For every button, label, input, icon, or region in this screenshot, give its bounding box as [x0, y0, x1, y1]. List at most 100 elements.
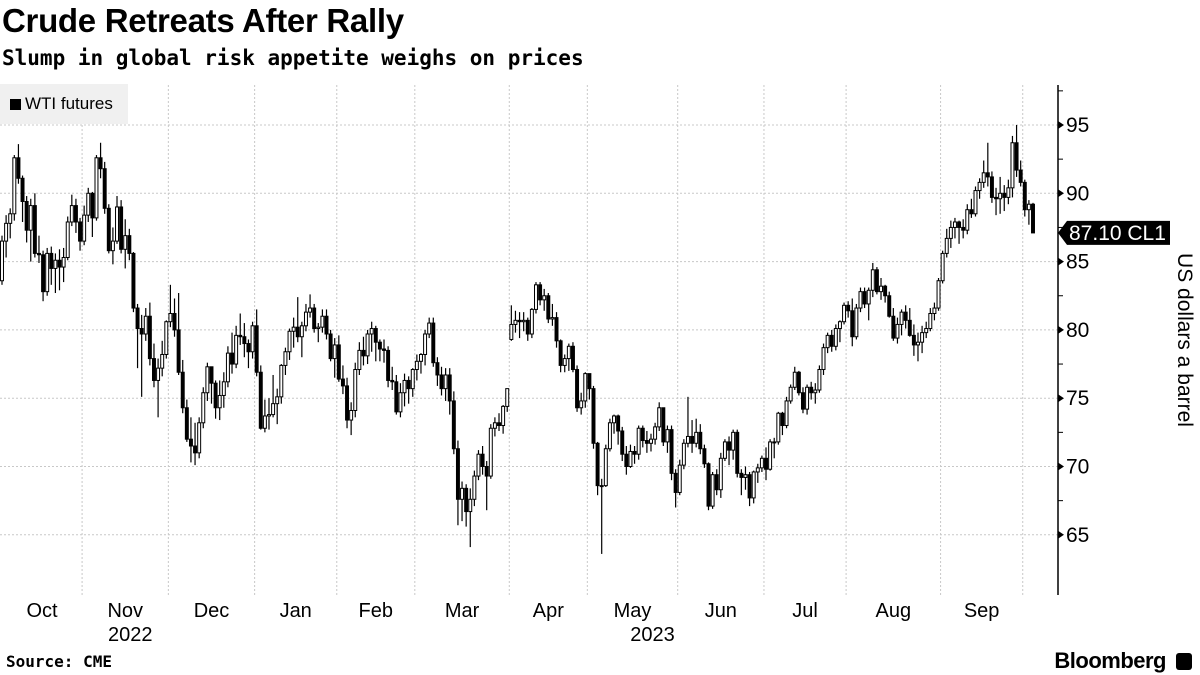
candle	[386, 346, 391, 388]
candle	[862, 287, 867, 309]
candle-body-up	[468, 498, 473, 513]
candle-body-down	[447, 374, 452, 402]
candle-body-up	[916, 341, 920, 346]
candle	[353, 362, 358, 418]
candle-body-down	[989, 176, 994, 198]
candle	[16, 144, 21, 184]
candle	[965, 204, 970, 235]
candle-body-up	[694, 431, 699, 444]
candle-body-up	[813, 389, 818, 394]
candle-body-up	[722, 441, 727, 459]
bloomberg-chart-icon	[1176, 652, 1192, 670]
candle	[616, 414, 621, 445]
candle	[20, 175, 25, 222]
candle-body-up	[677, 464, 682, 493]
candle-body-up	[65, 221, 70, 259]
candle-body-down	[16, 157, 21, 179]
candle-body-down	[1002, 192, 1007, 198]
candle	[529, 308, 534, 339]
candle	[402, 373, 407, 407]
candle-body-down	[230, 352, 235, 365]
x-tick-label: Oct	[26, 600, 58, 622]
candle-body-down	[554, 317, 559, 342]
candle	[665, 425, 670, 453]
candle	[916, 332, 920, 362]
x-tick-label: Jun	[705, 600, 737, 622]
candle	[295, 297, 300, 343]
candle	[418, 353, 423, 374]
candle-body-up	[895, 323, 900, 339]
candle-body-down	[570, 345, 575, 371]
candle	[928, 308, 933, 332]
candle	[620, 426, 625, 462]
candle-body-up	[599, 485, 604, 488]
candle-body-down	[390, 379, 395, 383]
candle-body-down	[558, 340, 563, 366]
candle	[492, 417, 497, 437]
candle-body-up	[69, 205, 74, 223]
candle	[119, 200, 124, 254]
candle-body-down	[176, 329, 181, 373]
candle	[451, 391, 456, 455]
candle-body-up	[12, 157, 17, 215]
candle-body-down	[57, 259, 62, 268]
candle-body-down	[985, 172, 990, 178]
grid	[0, 85, 1058, 595]
candle-body-down	[406, 379, 411, 390]
candle-body-down	[324, 315, 329, 335]
candle	[850, 298, 855, 347]
candle-body-up	[513, 319, 518, 325]
candle-body-down	[673, 472, 678, 493]
candle-body-up	[320, 315, 325, 328]
candle	[854, 303, 859, 340]
candle-body-up	[854, 307, 859, 338]
candle	[230, 332, 235, 374]
y-tick	[1058, 121, 1064, 129]
candle-body-up	[768, 441, 773, 470]
candle	[714, 469, 719, 496]
candle-body-down	[184, 407, 189, 440]
candle	[193, 422, 198, 466]
candle	[973, 186, 978, 217]
candle	[640, 425, 645, 448]
candle-body-down	[328, 333, 333, 360]
candle-body-down	[538, 284, 543, 301]
candle	[673, 469, 678, 508]
candle-body-down	[957, 221, 962, 228]
candle	[525, 317, 530, 341]
candle	[833, 324, 838, 351]
candle-body-up	[805, 386, 810, 410]
candle-body-down	[1018, 169, 1023, 183]
candle-body-up	[460, 487, 465, 500]
candle	[591, 385, 596, 449]
candle	[837, 320, 842, 343]
candle	[271, 374, 276, 418]
candle-body-up	[61, 257, 66, 268]
candle-body-down	[1022, 181, 1027, 211]
candle-body-down	[336, 344, 341, 380]
candle	[464, 484, 469, 527]
candle	[398, 383, 403, 418]
candle	[1010, 135, 1015, 198]
candle-body-up	[899, 311, 904, 325]
candle-body-down	[846, 304, 851, 312]
legend-swatch	[10, 98, 21, 110]
last-price-label: 87.10 CL1	[1069, 222, 1166, 245]
candle	[349, 402, 354, 436]
chart-subtitle: Slump in global risk appetite weighs on …	[2, 46, 584, 70]
y-tick	[1058, 189, 1064, 198]
candle-body-up	[505, 388, 510, 407]
candle-body-down	[135, 307, 140, 330]
candle-body-up	[529, 308, 534, 335]
candle-body-down	[698, 431, 703, 450]
candle	[546, 293, 551, 324]
candle-body-up	[981, 172, 986, 183]
candle	[542, 288, 547, 311]
candle	[809, 381, 814, 400]
x-tick-label: Nov	[107, 600, 143, 622]
candle	[439, 366, 444, 396]
candle-body-down	[484, 466, 489, 477]
candle-body-down	[669, 429, 674, 474]
candle-body-up	[792, 371, 797, 388]
